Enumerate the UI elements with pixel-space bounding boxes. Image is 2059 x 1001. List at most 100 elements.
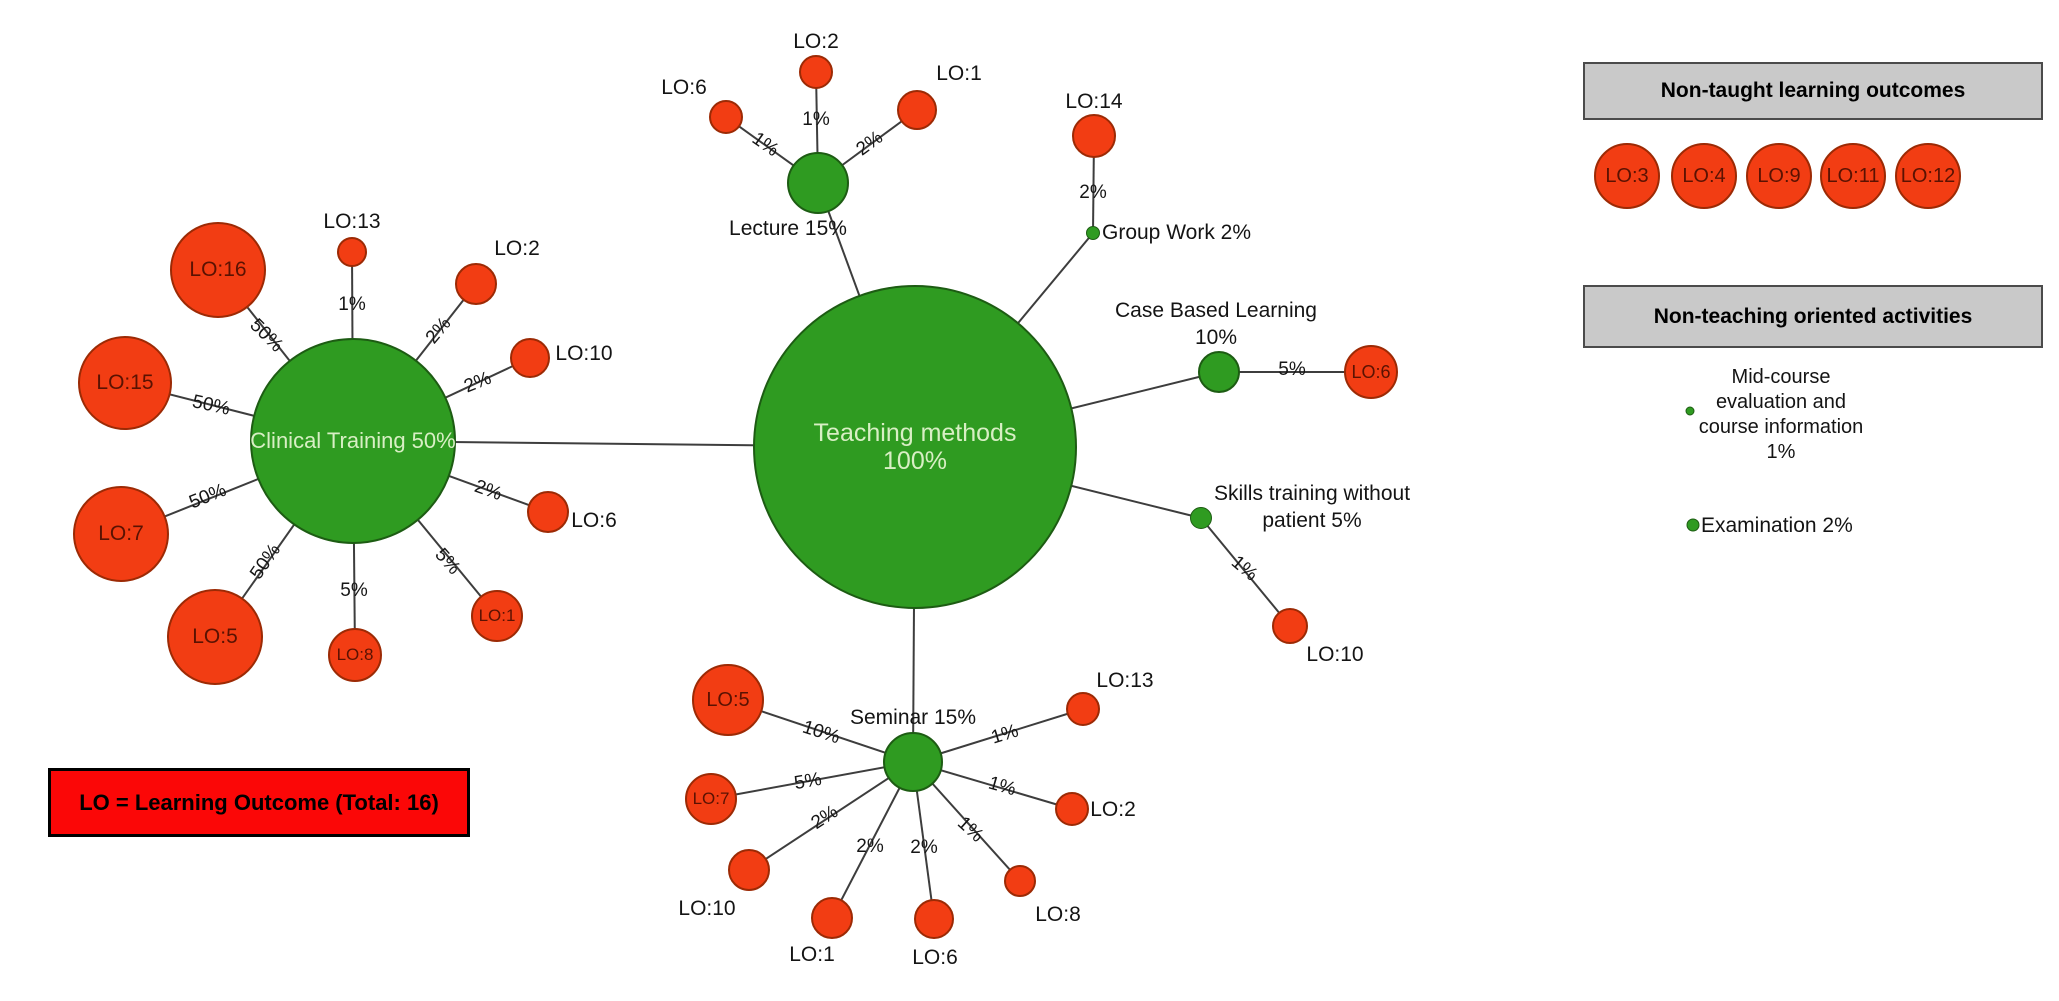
lo5-label: LO:5 (192, 625, 238, 648)
casebased-lo6-label: LO:6 (1351, 361, 1391, 382)
seminar-lo7-pct: 5% (792, 768, 824, 795)
lo8-label: LO:8 (336, 645, 374, 664)
node-skills-training (1190, 507, 1212, 529)
clinical-training-label: Clinical Training 50% (250, 428, 456, 453)
groupwork-lo14-label: LO:14 (1065, 90, 1123, 113)
node-seminar-lo6 (914, 899, 954, 939)
groupwork-lo14-pct: 2% (1079, 182, 1107, 203)
node-seminar-lo10 (728, 849, 770, 891)
legend-text: LO = Learning Outcome (Total: 16) (79, 789, 439, 815)
examination-label: Examination 2% (1701, 514, 1853, 537)
node-lecture-lo6 (709, 100, 743, 134)
node-clinical-lo13 (337, 237, 367, 267)
seminar-lo10-label: LO:10 (678, 897, 736, 920)
seminar-lo13-label: LO:13 (1096, 669, 1154, 692)
node-lecture-lo1 (897, 90, 937, 130)
lecture-label: Lecture 15% (729, 217, 847, 240)
non-teaching-header: Non-teaching oriented activities (1583, 285, 2043, 348)
lo4-label: LO:4 (1682, 164, 1726, 187)
edge-skills-lo10 (1200, 517, 1291, 627)
seminar-lo1-label: LO:1 (789, 943, 835, 966)
group-work-label: Group Work 2% (1102, 221, 1251, 244)
node-clinical-lo5: LO:5 (167, 589, 263, 685)
node-seminar-lo13 (1066, 692, 1100, 726)
node-lecture (787, 152, 849, 214)
case-based-line1: Case Based Learning (1115, 299, 1317, 322)
node-seminar-lo7: LO:7 (685, 773, 737, 825)
skills-line1: Skills training without (1213, 482, 1411, 505)
clinical-lo2-label: LO:2 (494, 237, 540, 260)
skills-training-label: Skills training without patient 5% (1214, 480, 1410, 534)
clinical-lo8-pct: 5% (340, 580, 368, 601)
mid-course-line3: course information (1698, 416, 1864, 438)
node-teaching-methods: Teaching methods 100% (753, 285, 1077, 609)
seminar-lo2-label: LO:2 (1090, 798, 1136, 821)
mid-course-pct: 1% (1766, 441, 1796, 463)
node-casebased-lo6: LO:6 (1344, 345, 1398, 399)
lo12-label: LO:12 (1900, 164, 1956, 187)
lecture-lo1-label: LO:1 (936, 62, 982, 85)
lo7-label: LO:7 (98, 522, 144, 545)
non-taught-title: Non-taught learning outcomes (1660, 79, 1966, 102)
node-clinical-lo15: LO:15 (78, 336, 172, 430)
lo15-label: LO:15 (96, 371, 154, 394)
edge-seminar-lo7 (710, 761, 914, 800)
clinical-lo13-pct: 1% (338, 294, 366, 315)
mid-course-label: Mid-course evaluation and course informa… (1699, 365, 1864, 465)
node-case-based-learning (1198, 351, 1240, 393)
seminar-lo6-label: LO:6 (912, 946, 958, 969)
seminar-lo1-pct: 2% (856, 836, 884, 857)
node-clinical-lo2 (455, 263, 497, 305)
clinical-lo6-label: LO:6 (571, 509, 617, 532)
node-group-work (1086, 226, 1100, 240)
node-nontaught-lo12: LO:12 (1895, 143, 1961, 209)
skills-lo10-label: LO:10 (1306, 643, 1364, 666)
node-clinical-lo6 (527, 491, 569, 533)
node-clinical-lo1: LO:1 (471, 590, 523, 642)
casebased-lo6-pct: 5% (1278, 359, 1306, 380)
case-based-learning-label: Case Based Learning 10% (1115, 297, 1317, 351)
node-nontaught-lo11: LO:11 (1820, 143, 1886, 209)
lecture-lo6-label: LO:6 (661, 76, 707, 99)
node-seminar-lo8 (1004, 865, 1036, 897)
non-teaching-title: Non-teaching oriented activities (1653, 304, 1973, 328)
skills-line2: patient 5% (1262, 509, 1362, 532)
lo11-label: LO:11 (1826, 164, 1880, 187)
node-clinical-lo8: LO:8 (328, 628, 382, 682)
clinical-lo13-label: LO:13 (323, 210, 381, 233)
seminar-lo8-label: LO:8 (1035, 903, 1081, 926)
teaching-methods-percent: 100% (883, 447, 947, 475)
node-seminar-lo5: LO:5 (692, 664, 764, 736)
node-nontaught-lo3: LO:3 (1594, 143, 1660, 209)
lo9-label: LO:9 (1757, 164, 1801, 187)
node-clinical-lo7: LO:7 (73, 486, 169, 582)
node-seminar-lo2 (1055, 792, 1089, 826)
node-nontaught-lo4: LO:4 (1671, 143, 1737, 209)
node-seminar (883, 732, 943, 792)
clinical-lo10-label: LO:10 (555, 342, 613, 365)
seminar-lo6-pct: 2% (910, 837, 938, 858)
mid-course-line1: Mid-course (1731, 366, 1831, 388)
node-groupwork-lo14 (1072, 114, 1116, 158)
lo1-label: LO:1 (478, 606, 516, 625)
seminar-lo5-label: LO:5 (706, 688, 750, 711)
lo16-label: LO:16 (189, 258, 247, 281)
node-lecture-lo2 (799, 55, 833, 89)
edge-seminar-lo10 (748, 761, 914, 871)
node-clinical-lo16: LO:16 (170, 222, 266, 318)
seminar-label: Seminar 15% (849, 706, 977, 729)
non-taught-header: Non-taught learning outcomes (1583, 62, 2043, 120)
lecture-lo2-label: LO:2 (793, 30, 839, 53)
node-clinical-training: Clinical Training 50% (250, 338, 456, 544)
lo3-label: LO:3 (1605, 164, 1649, 187)
mid-course-dot (1685, 406, 1695, 416)
node-seminar-lo1 (811, 897, 853, 939)
seminar-lo7-label: LO:7 (692, 789, 730, 808)
case-based-line2: 10% (1194, 326, 1238, 349)
node-skills-lo10 (1272, 608, 1308, 644)
node-nontaught-lo9: LO:9 (1746, 143, 1812, 209)
examination-dot (1686, 518, 1700, 532)
teaching-methods-label: Teaching methods (813, 419, 1017, 447)
legend-box: LO = Learning Outcome (Total: 16) (48, 768, 470, 837)
